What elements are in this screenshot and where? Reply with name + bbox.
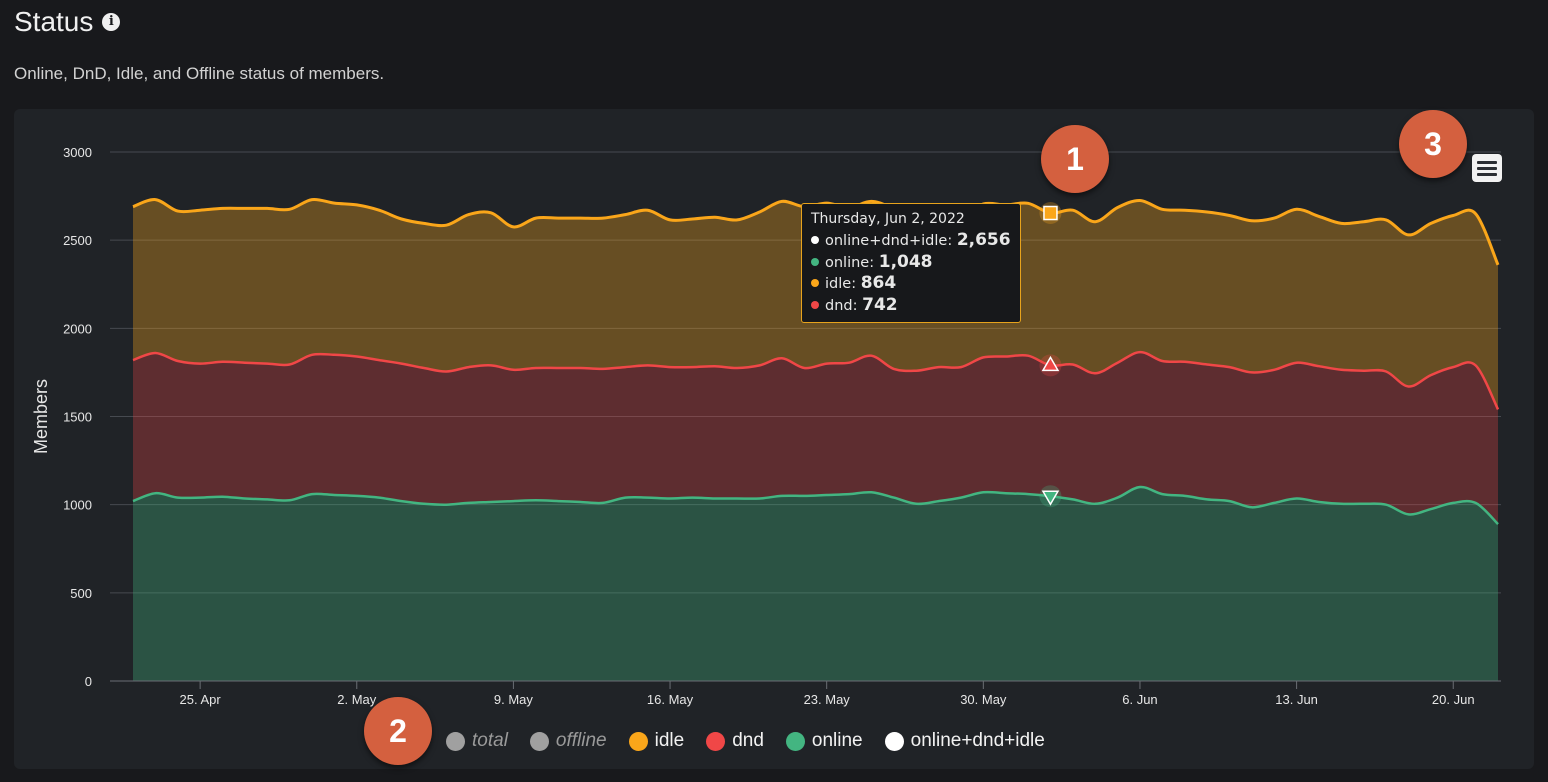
y-axis-title: Members <box>31 379 51 454</box>
status-chart: 0 500 1000 1500 2000 2500 3000 Members 25. Apr 2.… <box>31 145 1501 707</box>
x-tick-label: 16. May <box>647 692 694 707</box>
x-tick-label: 30. May <box>960 692 1007 707</box>
tooltip-value: 742 <box>862 294 898 315</box>
legend-label: online <box>811 730 863 751</box>
x-tick-label: 13. Jun <box>1275 692 1318 707</box>
y-tick-label: 3000 <box>63 145 92 160</box>
y-tick-label: 2500 <box>63 233 92 248</box>
annotation-badge-1: 1 <box>1041 125 1109 193</box>
tooltip-dot-icon <box>811 300 819 309</box>
menu-icon-bar <box>1477 167 1497 170</box>
menu-icon-bar <box>1477 161 1497 164</box>
tooltip-value: 1,048 <box>878 251 933 272</box>
chart-legend: total offline idle dnd online online+dnd+idle <box>446 729 1067 753</box>
online-marker <box>1041 490 1060 506</box>
online-line <box>132 485 1499 525</box>
legend-label: offline <box>555 730 607 751</box>
x-tick-label: 20. Jun <box>1432 692 1475 707</box>
x-tick-label: 25. Apr <box>180 692 222 707</box>
tooltip-dot-icon <box>811 279 819 287</box>
tooltip-row: online+dnd+idle: 2,656 <box>811 230 1011 252</box>
chart-tooltip: Thursday, Jun 2, 2022 online+dnd+idle: 2… <box>801 203 1021 323</box>
y-tick-label: 500 <box>70 586 92 601</box>
y-tick-label: 2000 <box>63 321 92 336</box>
page-subtitle: Online, DnD, Idle, and Offline status of… <box>14 64 385 83</box>
legend-dot-icon <box>529 731 549 751</box>
tooltip-label: online+dnd+idle <box>825 233 948 249</box>
tooltip-label: idle <box>825 276 852 292</box>
legend-item-online-dnd-idle[interactable]: online+dnd+idle <box>884 730 1045 752</box>
status-chart-card: 0 500 1000 1500 2000 2500 3000 Members 25. Apr 2.… <box>14 109 1534 769</box>
legend-label: idle <box>654 730 685 751</box>
x-tick-label: 9. May <box>494 692 534 707</box>
chart-menu-button[interactable] <box>1472 154 1502 182</box>
annotation-badge-2: 2 <box>364 697 432 765</box>
legend-label: online+dnd+idle <box>910 730 1045 751</box>
dnd-line <box>132 350 1500 410</box>
legend-dot-icon <box>785 731 805 751</box>
tooltip-label: online <box>825 254 870 271</box>
legend-label: total <box>472 730 508 751</box>
legend-label: dnd <box>732 730 764 751</box>
menu-icon-bar <box>1477 173 1497 176</box>
tooltip-row: idle: 864 <box>811 273 1011 295</box>
tooltip-value: 864 <box>860 273 897 293</box>
y-tick-label: 1000 <box>63 498 92 513</box>
tooltip-date: Thursday, Jun 2, 2022 <box>811 211 965 227</box>
info-icon[interactable]: i <box>102 13 121 31</box>
page-title-text: Status <box>14 6 94 37</box>
x-tick-label: 2. May <box>337 692 377 707</box>
y-tick-label: 1500 <box>63 410 92 425</box>
idle-marker <box>1043 205 1058 221</box>
legend-item-online[interactable]: online <box>785 730 863 752</box>
page-title: Status i <box>14 6 121 38</box>
legend-item-idle[interactable]: idle <box>628 730 685 752</box>
tooltip-label: dnd <box>825 297 853 314</box>
tooltip-value: 2,656 <box>956 230 1011 250</box>
legend-dot-icon <box>446 731 465 751</box>
legend-item-offline[interactable]: offline <box>529 730 607 752</box>
tooltip-dot-icon <box>811 236 819 244</box>
legend-item-total[interactable]: total <box>446 730 508 752</box>
annotation-badge-3: 3 <box>1399 110 1467 178</box>
dnd-marker <box>1041 355 1060 372</box>
tooltip-row: dnd: 742 <box>811 295 1011 317</box>
legend-dot-icon <box>628 731 648 751</box>
y-tick-label: 0 <box>85 674 92 689</box>
legend-item-dnd[interactable]: dnd <box>706 730 764 752</box>
online-area <box>133 486 1498 681</box>
x-tick-label: 23. May <box>804 692 851 707</box>
dnd-area <box>133 352 1498 525</box>
tooltip-row: online: 1,048 <box>811 252 1011 274</box>
legend-dot-icon <box>706 731 726 751</box>
tooltip-dot-icon <box>811 257 819 266</box>
x-tick-label: 6. Jun <box>1122 692 1157 707</box>
legend-dot-icon <box>884 731 904 751</box>
